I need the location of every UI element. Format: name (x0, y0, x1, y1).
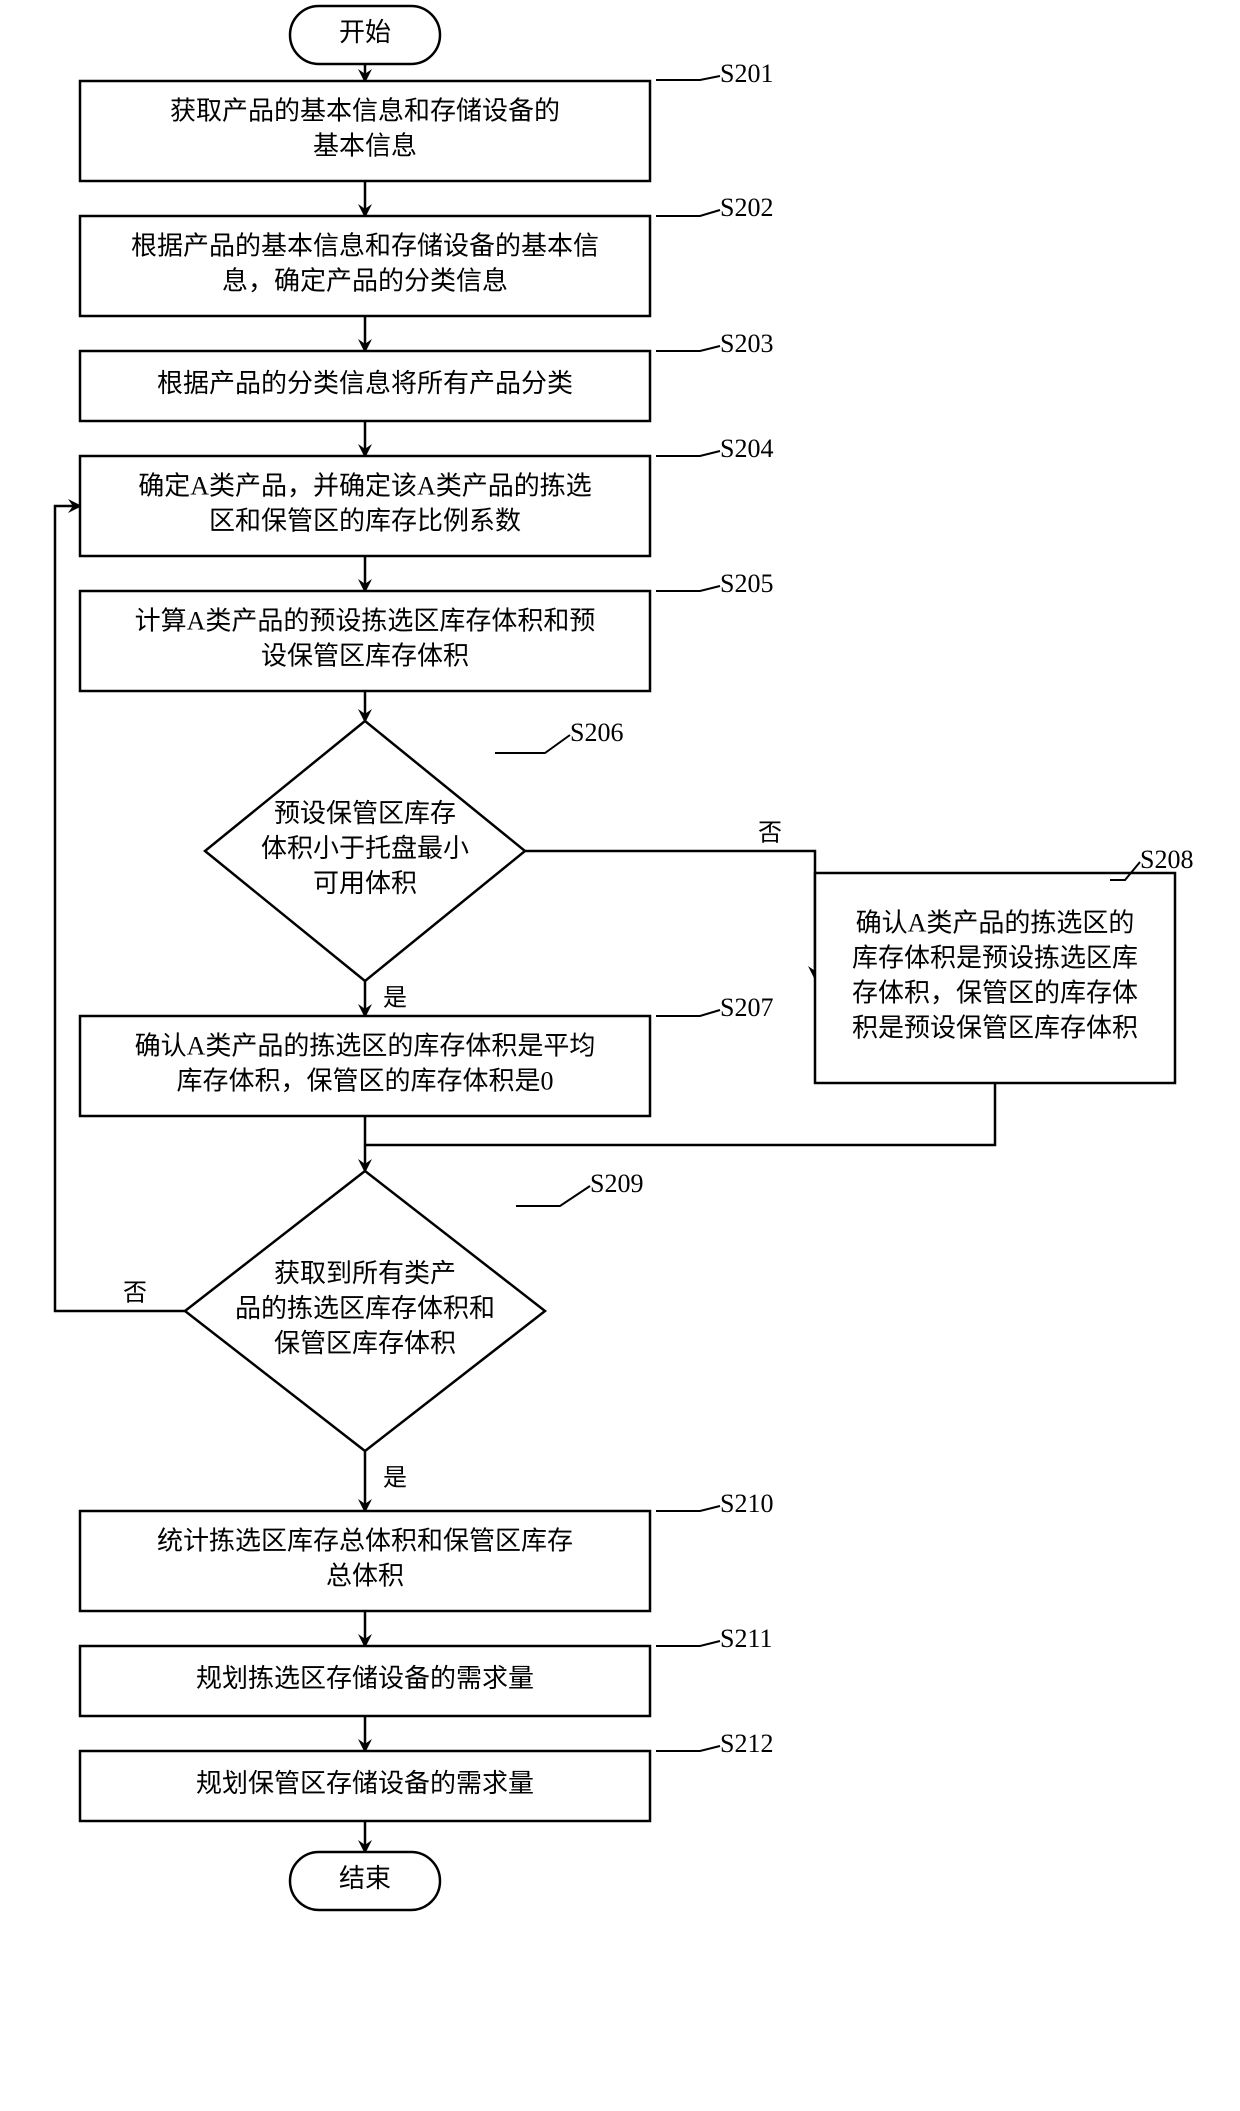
node-s204: 确定A类产品，并确定该A类产品的拣选区和保管区的库存比例系数 (80, 456, 650, 556)
step-label-s205: S205 (720, 569, 773, 598)
node-s211: 规划拣选区存储设备的需求量 (80, 1646, 650, 1716)
node-s212: 规划保管区存储设备的需求量 (80, 1751, 650, 1821)
node-s207: 确认A类产品的拣选区的库存体积是平均库存体积，保管区的库存体积是0 (80, 1016, 650, 1116)
step-label-s211: S211 (720, 1624, 773, 1653)
label-leader (656, 1746, 720, 1751)
node-s201: 获取产品的基本信息和存储设备的基本信息 (80, 81, 650, 181)
step-label-s212: S212 (720, 1729, 773, 1758)
step-label-s208: S208 (1140, 845, 1193, 874)
node-s206: 预设保管区库存体积小于托盘最小可用体积 (205, 721, 525, 981)
step-label-s209: S209 (590, 1169, 643, 1198)
label-leader (656, 1506, 720, 1511)
step-label-s202: S202 (720, 193, 773, 222)
node-start: 开始 (290, 6, 440, 64)
step-label-s207: S207 (720, 993, 773, 1022)
step-label-s204: S204 (720, 434, 773, 463)
edge-label: 是 (383, 1466, 407, 1492)
edge-label: 是 (383, 986, 407, 1012)
label-leader (656, 346, 720, 351)
label-leader (656, 1010, 720, 1016)
flowchart: 是否是否开始获取产品的基本信息和存储设备的基本信息根据产品的基本信息和存储设备的… (0, 0, 1240, 2111)
node-s202: 根据产品的基本信息和存储设备的基本信息，确定产品的分类信息 (80, 216, 650, 316)
edge-label: 否 (758, 821, 782, 847)
step-label-s210: S210 (720, 1489, 773, 1518)
label-leader (656, 210, 720, 216)
step-label-s203: S203 (720, 329, 773, 358)
node-s209: 获取到所有类产品的拣选区库存体积和保管区库存体积 (185, 1171, 545, 1451)
svg-text:结束: 结束 (339, 1864, 391, 1893)
label-leader (656, 1641, 720, 1646)
label-leader (656, 76, 720, 80)
svg-text:规划拣选区存储设备的需求量: 规划拣选区存储设备的需求量 (196, 1664, 534, 1693)
label-leader (656, 586, 720, 591)
node-s203: 根据产品的分类信息将所有产品分类 (80, 351, 650, 421)
label-leader (656, 451, 720, 456)
edge (525, 851, 815, 978)
svg-text:开始: 开始 (339, 18, 391, 47)
node-s210: 统计拣选区库存总体积和保管区库存总体积 (80, 1511, 650, 1611)
label-leader (516, 1186, 590, 1206)
svg-text:获取到所有类产品的拣选区库存体积和保管区库存体积: 获取到所有类产品的拣选区库存体积和保管区库存体积 (235, 1259, 495, 1358)
node-s205: 计算A类产品的预设拣选区库存体积和预设保管区库存体积 (80, 591, 650, 691)
svg-text:规划保管区存储设备的需求量: 规划保管区存储设备的需求量 (196, 1769, 534, 1798)
step-label-s206: S206 (570, 718, 623, 747)
svg-text:根据产品的分类信息将所有产品分类: 根据产品的分类信息将所有产品分类 (157, 369, 573, 398)
label-leader (495, 735, 570, 753)
step-label-s201: S201 (720, 59, 773, 88)
edge-label: 否 (123, 1281, 147, 1307)
node-end: 结束 (290, 1852, 440, 1910)
node-s208: 确认A类产品的拣选区的库存体积是预设拣选区库存体积，保管区的库存体积是预设保管区… (815, 873, 1175, 1083)
